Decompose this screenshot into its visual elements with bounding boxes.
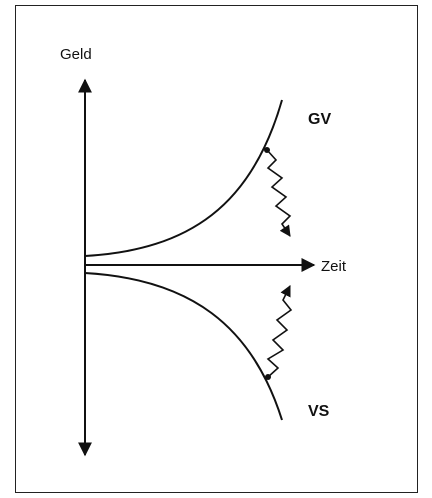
vs-curve — [84, 272, 283, 421]
vs-label: VS — [308, 403, 330, 420]
x-axis-label: Zeit — [321, 258, 347, 275]
gv-zigzag-arrow — [266, 149, 292, 237]
vs-zigzag-arrow — [266, 284, 293, 378]
gv-label: GV — [308, 111, 331, 128]
gv-curve — [84, 99, 283, 257]
y-axis-label: Geld — [60, 46, 92, 63]
frame — [15, 5, 418, 493]
